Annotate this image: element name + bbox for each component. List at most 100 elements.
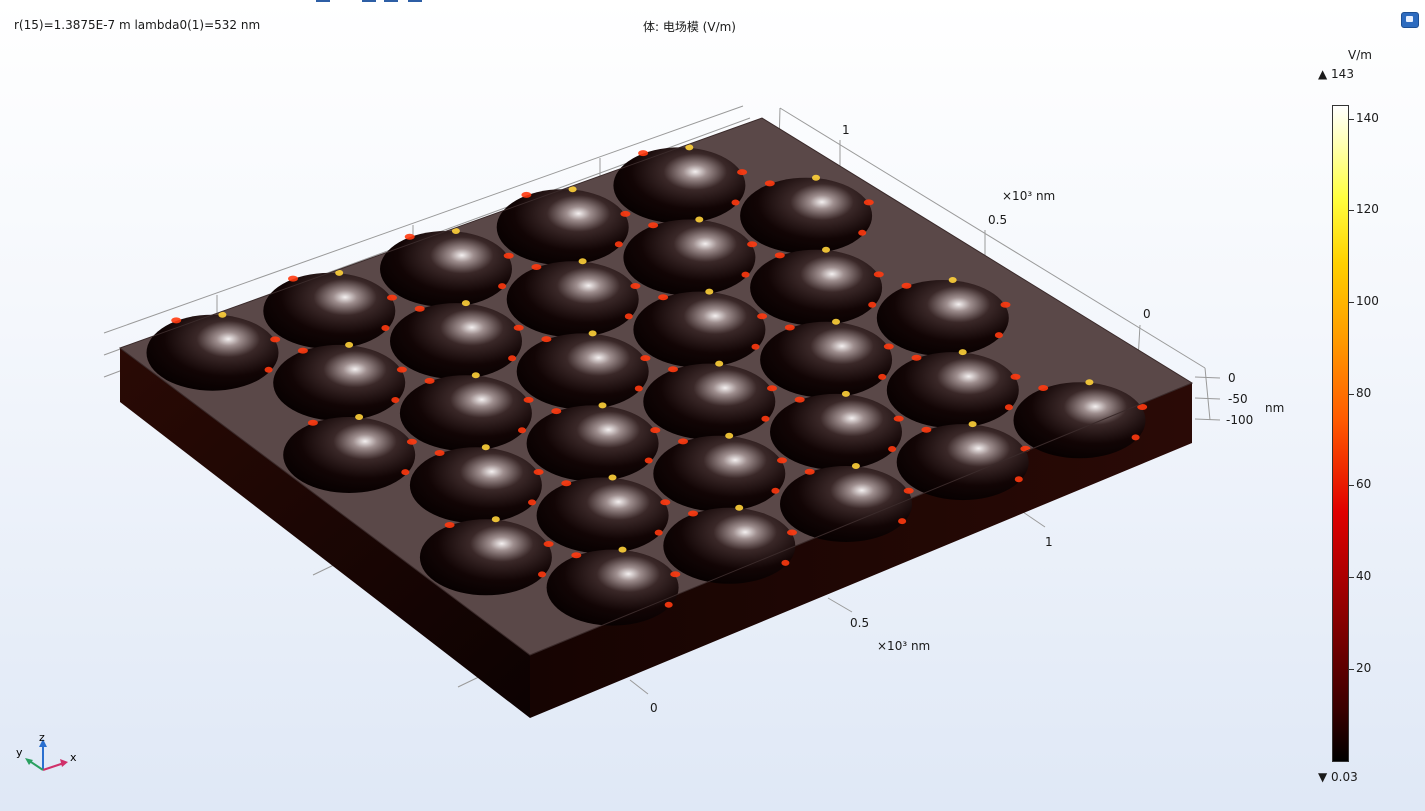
field-hotspot: [608, 474, 617, 481]
field-hotspot: [424, 377, 435, 384]
field-hotspot: [521, 191, 532, 198]
field-hotspot: [561, 480, 572, 487]
field-hotspot: [634, 385, 643, 392]
field-hotspot: [381, 325, 390, 331]
field-hotspot: [518, 427, 526, 434]
axis-triad: z y x: [16, 731, 77, 771]
field-hotspot: [771, 487, 780, 494]
field-hotspot: [878, 373, 887, 380]
colorbar-tick-label: 140: [1356, 110, 1379, 125]
field-hotspot: [841, 390, 850, 397]
x-unit-label: ×10³ nm: [877, 639, 931, 653]
field-hotspot: [664, 601, 673, 608]
field-hotspot: [670, 571, 681, 578]
field-hotspot: [614, 241, 623, 248]
dimple-cavity: [409, 447, 542, 524]
field-hotspot: [618, 546, 627, 553]
field-hotspot: [751, 343, 760, 350]
field-hotspot: [764, 180, 775, 187]
field-hotspot: [270, 336, 281, 343]
field-hotspot: [620, 210, 631, 217]
field-hotspot: [822, 246, 830, 253]
colorbar-tick-label: 40: [1356, 568, 1372, 583]
field-hotspot: [264, 366, 273, 373]
colorbar-min-label: ▼ 0.03: [1318, 770, 1358, 784]
dimple-cavity: [526, 405, 659, 482]
field-hotspot: [737, 169, 748, 176]
field-hotspot: [784, 324, 795, 331]
y-tick-1: 1: [842, 123, 850, 137]
field-hotspot: [396, 366, 407, 373]
dimple-cavity: [263, 272, 396, 349]
field-hotspot: [911, 354, 922, 361]
z-unit-label: nm: [1265, 401, 1285, 415]
field-hotspot: [498, 283, 507, 290]
field-hotspot: [893, 415, 904, 422]
z-tick-0: 0: [1228, 371, 1236, 385]
field-hotspot: [903, 487, 914, 494]
field-hotspot: [288, 275, 298, 282]
field-hotspot: [335, 269, 344, 276]
colorbar-tick-mark: [1348, 210, 1354, 212]
dimple-cavity: [390, 303, 522, 380]
colorbar-tick-label: 120: [1356, 202, 1379, 217]
field-hotspot: [481, 444, 490, 451]
field-hotspot: [1004, 404, 1013, 411]
field-hotspot: [218, 311, 227, 318]
dimple-cavity: [546, 549, 679, 626]
dimple-cavity: [896, 424, 1029, 501]
field-hotspot: [523, 396, 534, 403]
colorbar-tick-label: 80: [1356, 385, 1372, 400]
field-hotspot: [658, 294, 669, 301]
field-hotspot: [958, 349, 967, 356]
field-hotspot: [868, 301, 877, 308]
dimple-cavity: [770, 393, 902, 470]
field-hotspot: [898, 518, 907, 525]
dimple-cavity: [613, 147, 746, 224]
view-toggle-icon[interactable]: [1401, 12, 1419, 28]
field-hotspot: [345, 341, 354, 348]
field-hotspot: [471, 372, 480, 379]
triad-x-label: x: [70, 751, 77, 764]
colorbar-tick-mark: [1348, 118, 1354, 120]
toolbar-marks: [316, 0, 426, 2]
field-hotspot: [812, 174, 820, 181]
field-hotspot: [1137, 404, 1148, 410]
dimple-cavity: [663, 507, 796, 584]
field-hotspot: [630, 283, 641, 289]
triad-z-label: z: [39, 731, 45, 744]
field-hotspot: [678, 438, 688, 445]
field-hotspot: [787, 529, 797, 536]
plot-title: 体: 电场模 (V/m): [643, 20, 736, 34]
field-hotspot: [757, 313, 768, 320]
field-hotspot: [640, 355, 651, 362]
field-hotspot: [588, 330, 597, 337]
colorbar: [1332, 105, 1349, 762]
3d-plot-area[interactable]: [0, 0, 1310, 811]
field-hotspot: [650, 427, 661, 434]
colorbar-tick-mark: [1348, 668, 1354, 670]
field-hotspot: [508, 355, 517, 362]
field-hotspot: [685, 144, 694, 151]
field-hotspot: [578, 258, 587, 265]
dimple-cavity: [643, 363, 776, 440]
field-hotspot: [648, 222, 659, 229]
dimple-cavity: [273, 344, 406, 421]
field-hotspot: [994, 332, 1003, 339]
field-hotspot: [832, 318, 840, 325]
field-hotspot: [863, 199, 874, 206]
field-hotspot: [355, 414, 364, 420]
colorbar-tick-mark: [1348, 485, 1354, 487]
field-hotspot: [1038, 385, 1049, 391]
field-hotspot: [541, 336, 552, 343]
field-hotspot: [741, 271, 750, 278]
block-top-outline: [118, 117, 1194, 656]
field-hotspot: [1000, 301, 1011, 308]
dimple-cavity: [399, 375, 532, 452]
field-hotspot: [660, 499, 671, 506]
dimple-cavity: [780, 466, 912, 542]
field-hotspot: [1020, 445, 1031, 452]
colorbar-tick-mark: [1348, 576, 1354, 578]
field-hotspot: [654, 529, 663, 536]
field-hotspot: [705, 288, 714, 295]
